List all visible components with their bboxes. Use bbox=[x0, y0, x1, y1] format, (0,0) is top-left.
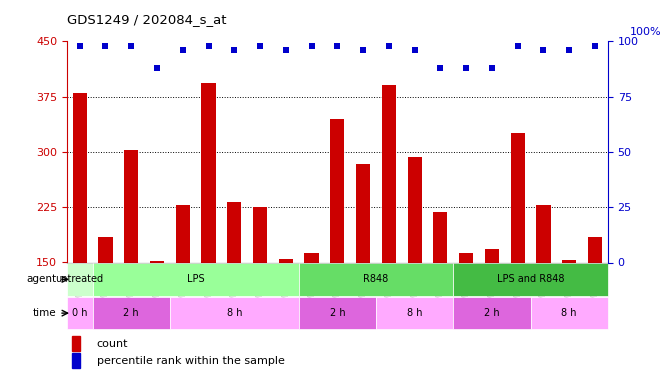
Text: 8 h: 8 h bbox=[407, 308, 422, 318]
Point bbox=[486, 65, 497, 71]
Point bbox=[512, 43, 523, 49]
Point bbox=[590, 43, 601, 49]
Point bbox=[564, 47, 574, 53]
Text: untreated: untreated bbox=[55, 274, 104, 284]
Text: count: count bbox=[97, 339, 128, 349]
Point bbox=[126, 43, 136, 49]
Point bbox=[152, 65, 162, 71]
Point bbox=[409, 47, 420, 53]
Bar bbox=[299, 263, 454, 296]
Text: LPS: LPS bbox=[187, 274, 204, 284]
Bar bbox=[176, 205, 190, 262]
Text: GDS1249 / 202084_s_at: GDS1249 / 202084_s_at bbox=[67, 13, 226, 26]
Bar bbox=[407, 157, 422, 262]
Text: 2 h: 2 h bbox=[484, 308, 500, 318]
Point bbox=[306, 43, 317, 49]
Text: R848: R848 bbox=[363, 274, 389, 284]
Bar bbox=[227, 202, 241, 262]
Point bbox=[281, 47, 291, 53]
Bar bbox=[510, 134, 525, 262]
Bar bbox=[454, 297, 530, 329]
Bar bbox=[93, 263, 299, 296]
Point bbox=[100, 43, 111, 49]
Bar bbox=[459, 253, 473, 262]
Bar bbox=[67, 297, 93, 329]
Text: 2 h: 2 h bbox=[124, 308, 139, 318]
Bar bbox=[454, 263, 608, 296]
Bar bbox=[72, 353, 80, 368]
Point bbox=[383, 43, 394, 49]
Point bbox=[255, 43, 265, 49]
Bar bbox=[562, 260, 576, 262]
Bar bbox=[356, 164, 370, 262]
Bar bbox=[299, 297, 376, 329]
Bar bbox=[588, 237, 602, 262]
Text: LPS and R848: LPS and R848 bbox=[497, 274, 564, 284]
Point bbox=[74, 43, 85, 49]
Bar bbox=[124, 150, 138, 262]
Bar bbox=[98, 237, 112, 262]
Bar bbox=[202, 83, 216, 262]
Point bbox=[461, 65, 472, 71]
Bar bbox=[536, 205, 550, 262]
Bar bbox=[150, 261, 164, 262]
Bar bbox=[382, 86, 396, 262]
Y-axis label: 100%: 100% bbox=[630, 27, 661, 38]
Text: 2 h: 2 h bbox=[329, 308, 345, 318]
Bar bbox=[93, 297, 170, 329]
Text: agent: agent bbox=[26, 274, 57, 284]
Bar bbox=[434, 212, 448, 262]
Bar bbox=[330, 118, 345, 262]
Point bbox=[203, 43, 214, 49]
Text: percentile rank within the sample: percentile rank within the sample bbox=[97, 356, 285, 366]
Point bbox=[332, 43, 343, 49]
Text: 0 h: 0 h bbox=[72, 308, 88, 318]
Text: time: time bbox=[33, 308, 57, 318]
Point bbox=[435, 65, 446, 71]
Bar bbox=[376, 297, 454, 329]
Bar bbox=[279, 259, 293, 262]
Bar bbox=[67, 263, 93, 296]
Text: 8 h: 8 h bbox=[226, 308, 242, 318]
Bar bbox=[170, 297, 299, 329]
Text: 8 h: 8 h bbox=[562, 308, 577, 318]
Bar bbox=[305, 253, 319, 262]
Point bbox=[538, 47, 549, 53]
Bar bbox=[253, 207, 267, 262]
Bar bbox=[72, 336, 80, 351]
Bar bbox=[530, 297, 608, 329]
Point bbox=[178, 47, 188, 53]
Point bbox=[358, 47, 369, 53]
Bar bbox=[73, 93, 87, 262]
Point bbox=[229, 47, 240, 53]
Bar bbox=[485, 249, 499, 262]
